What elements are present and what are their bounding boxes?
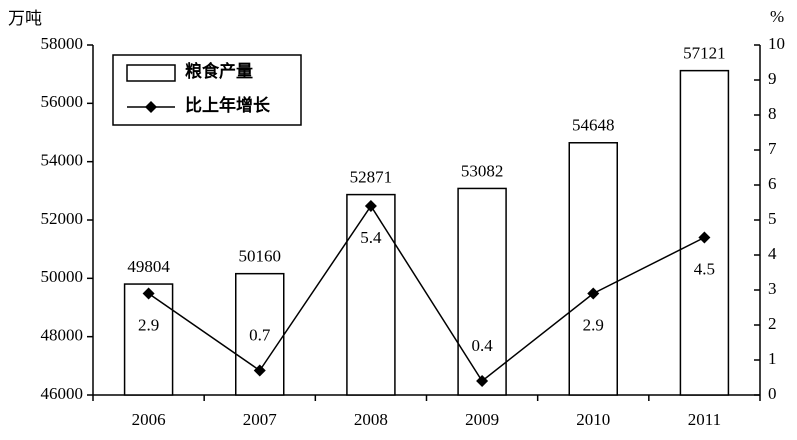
y2-tick-label: 0 (768, 384, 777, 403)
y-tick-label: 56000 (41, 92, 84, 111)
y2-tick-label: 2 (768, 314, 777, 333)
marker (476, 375, 489, 387)
marker (364, 200, 377, 212)
line (148, 204, 705, 383)
y2-tick-label: 8 (768, 104, 777, 123)
y-tick-label: 58000 (41, 34, 84, 53)
y-tick-label: 46000 (41, 384, 84, 403)
y2-tick-label: 3 (768, 279, 777, 298)
line-value-label: 5.4 (360, 228, 382, 247)
legend-swatch (126, 64, 176, 82)
y2-tick-label: 5 (768, 209, 777, 228)
bar (123, 283, 174, 396)
bar-value-label: 52871 (350, 168, 393, 187)
bar-value-label: 50160 (239, 247, 282, 266)
bar (568, 142, 618, 396)
legend-label: 比上年增长 (185, 95, 271, 115)
x-tick-label: 2007 (243, 410, 278, 429)
y2-tick-label: 4 (768, 244, 777, 263)
legend-label: 粮食产量 (185, 61, 253, 81)
y2-tick-label: 1 (768, 349, 777, 368)
bar-value-label: 53082 (461, 161, 504, 180)
y-tick-label: 54000 (41, 151, 84, 170)
marker (587, 287, 600, 300)
y-tick-label: 48000 (41, 326, 84, 345)
bar-value-label: 57121 (683, 44, 726, 63)
marker (253, 364, 266, 377)
line-value-label: 2.9 (138, 315, 159, 334)
x-tick-label: 2006 (132, 410, 166, 429)
y-tick-label: 52000 (41, 209, 84, 228)
x-tick-label: 2010 (576, 410, 610, 429)
y-tick-label: 50000 (41, 267, 84, 286)
line-value-label: 2.9 (583, 315, 604, 334)
bar (457, 187, 507, 396)
bar-value-label: 49804 (127, 257, 170, 276)
marker (142, 287, 155, 300)
x-tick-label: 2011 (688, 410, 721, 429)
y2-axis-title: % (770, 7, 784, 26)
y2-tick-label: 9 (768, 69, 777, 88)
legend-marker (145, 101, 157, 113)
line-value-label: 0.4 (471, 336, 493, 355)
marker (698, 231, 711, 244)
x-tick-label: 2009 (465, 410, 499, 429)
bar-value-label: 54648 (572, 116, 615, 135)
y-axis-title: 万吨 (8, 9, 42, 28)
bar (346, 193, 396, 396)
y2-tick-label: 7 (768, 139, 777, 158)
y2-tick-label: 10 (768, 34, 785, 53)
line-value-label: 0.7 (249, 325, 271, 344)
x-tick-label: 2008 (354, 410, 388, 429)
y2-tick-label: 6 (768, 174, 777, 193)
line-value-label: 4.5 (694, 259, 715, 278)
